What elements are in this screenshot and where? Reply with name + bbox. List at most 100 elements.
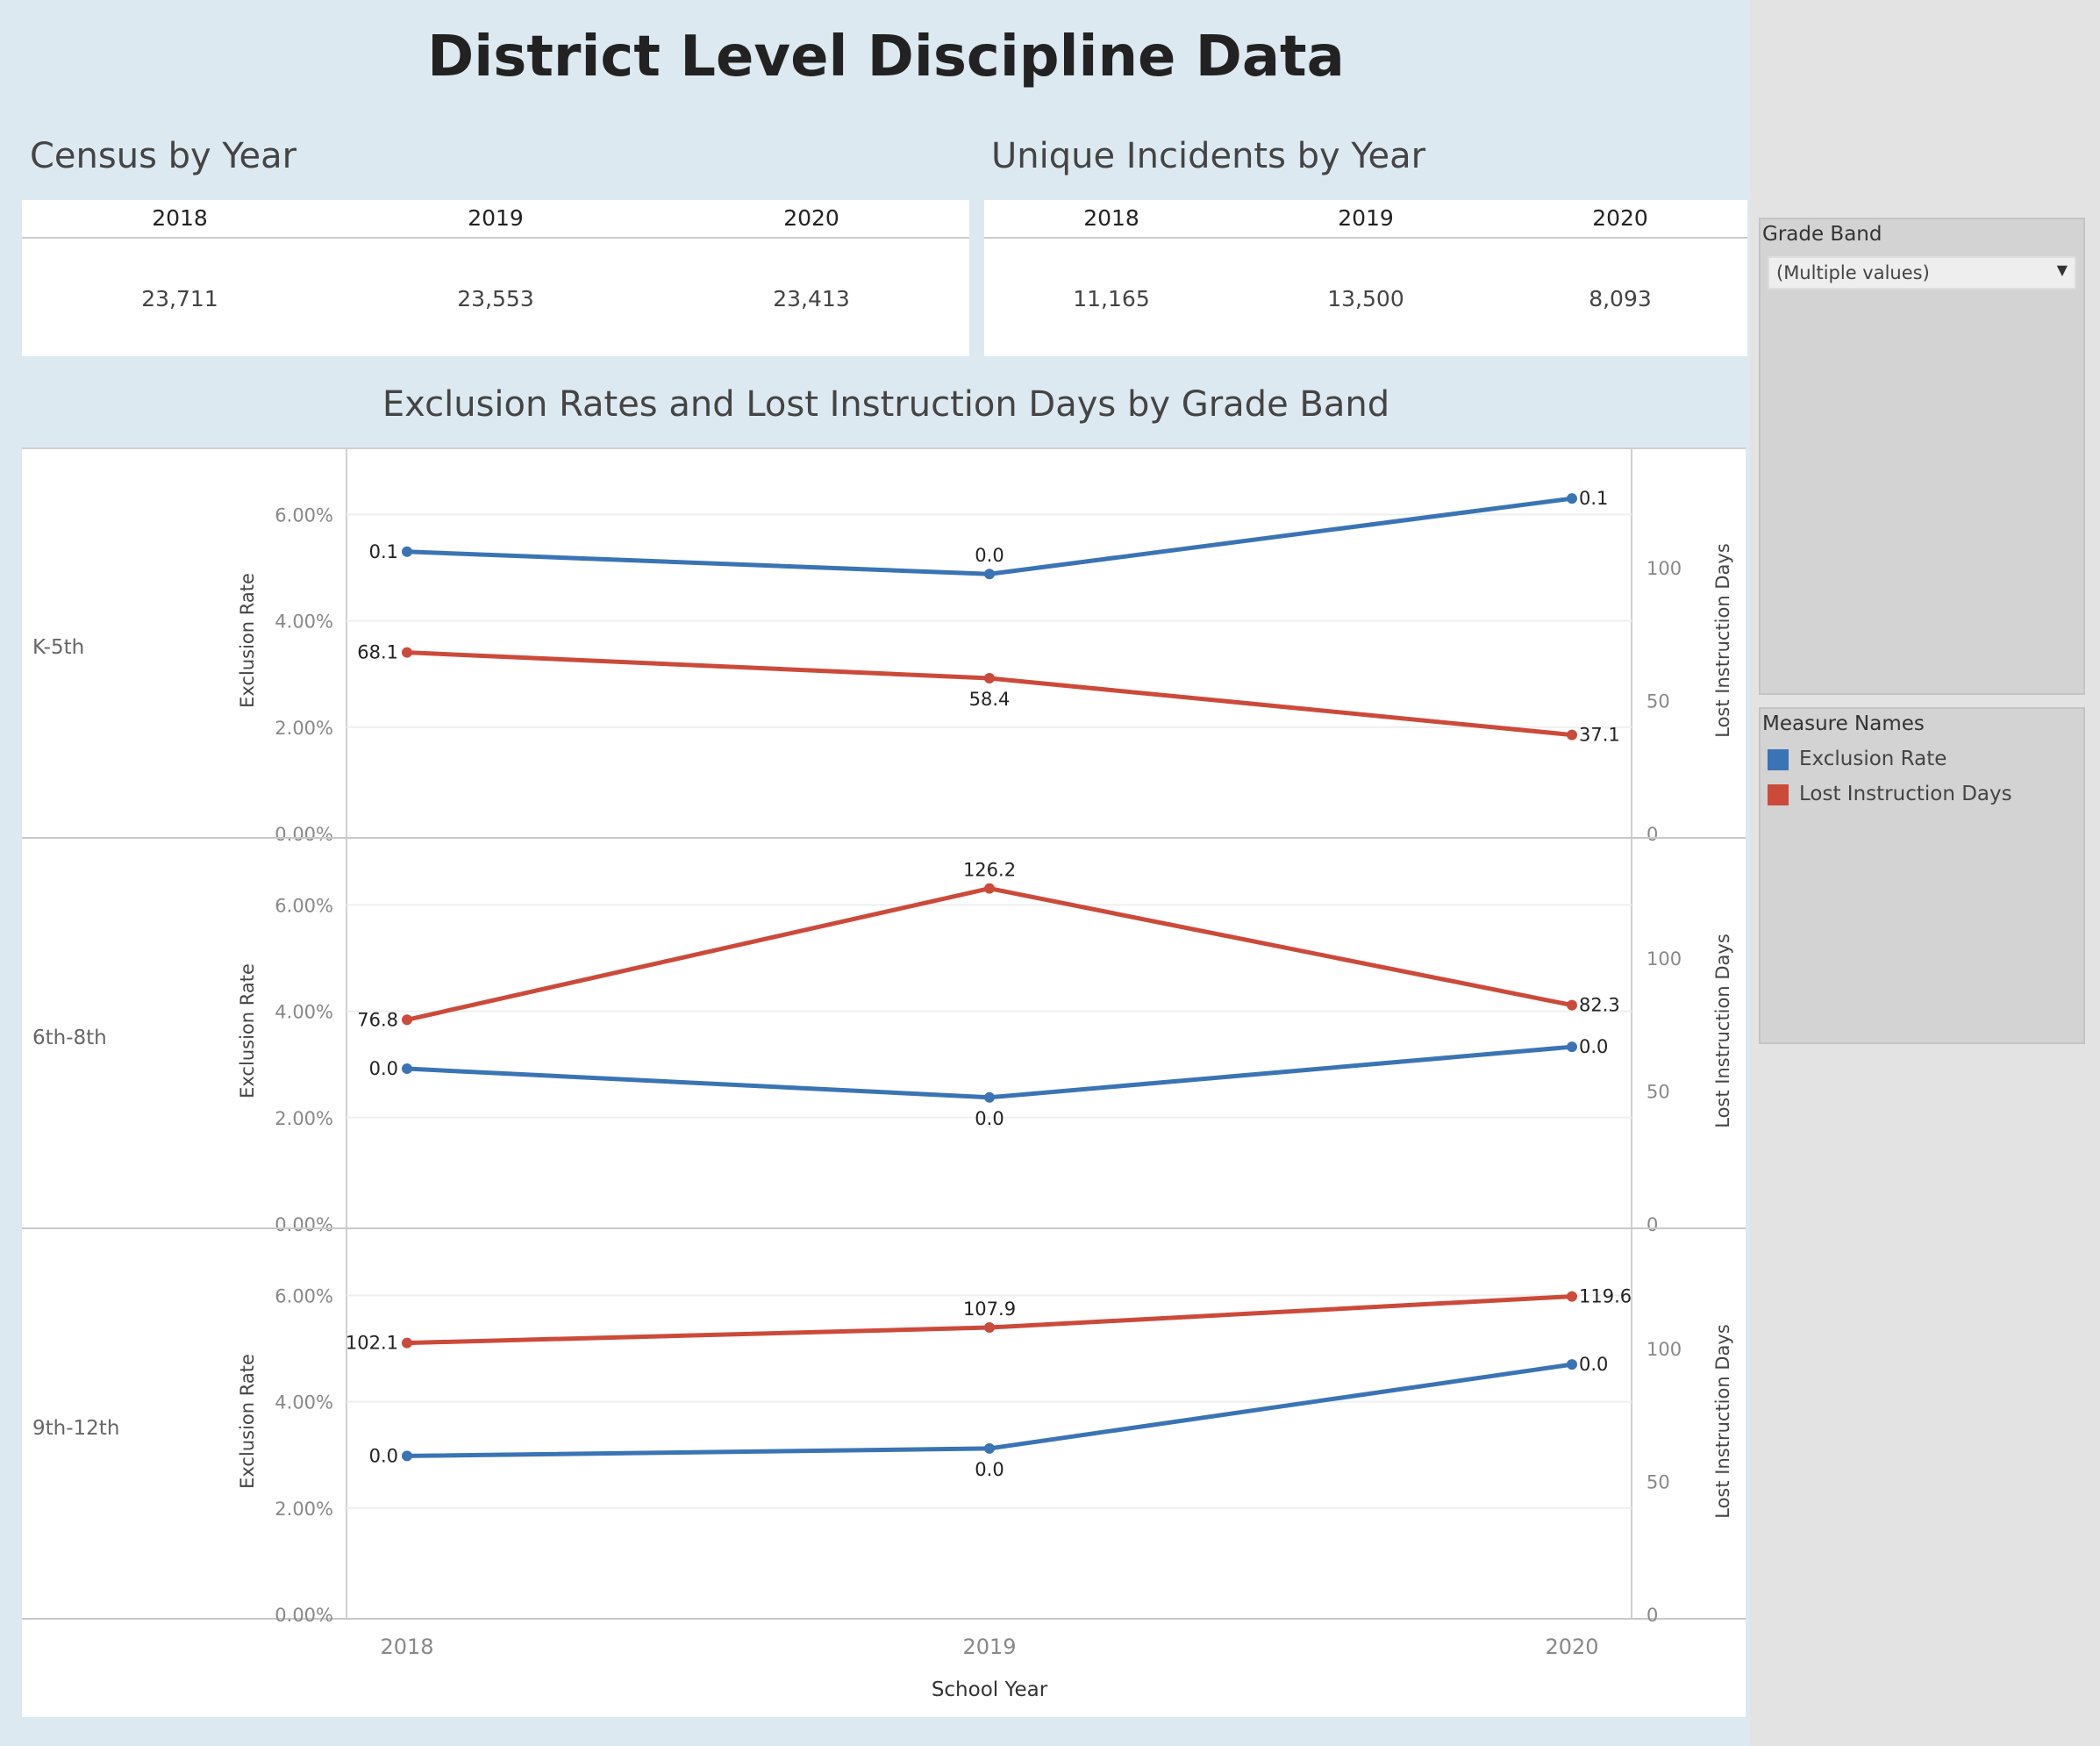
y-right-axis-label: Lost Instruction Days <box>1712 934 1733 1128</box>
incidents-value-2019: 13,500 <box>1327 286 1404 311</box>
legend-title: Measure Names <box>1762 712 1925 735</box>
y-left-tick-label: 4.00% <box>275 1002 333 1023</box>
y-right-tick-label: 100 <box>1646 1339 1682 1360</box>
data-label: 126.2 <box>963 860 1016 881</box>
data-label: 0.0 <box>975 545 1004 566</box>
data-label: 0.0 <box>975 1108 1004 1129</box>
data-label: 0.1 <box>1579 488 1608 509</box>
x-tick-label: 2020 <box>1545 1635 1598 1659</box>
incidents-table: 2018 2019 2020 11,165 13,500 8,093 <box>984 200 1747 356</box>
census-value-2020: 23,413 <box>773 286 850 311</box>
x-axis-label: School Year <box>932 1678 1048 1701</box>
row-header: 9th-12th <box>32 1417 119 1440</box>
incidents-header-2018: 2018 <box>1083 205 1139 231</box>
y-left-tick-label: 2.00% <box>275 1108 333 1129</box>
grade-band-filter: Grade Band (Multiple values) ▼ <box>1759 218 2085 695</box>
data-point <box>984 1091 995 1103</box>
census-header-2020: 2020 <box>783 205 839 231</box>
y-left-tick-label: 0.00% <box>275 824 333 845</box>
data-point <box>984 569 995 580</box>
y-left-tick-label: 6.00% <box>275 504 333 526</box>
series-line <box>406 1362 1573 1458</box>
y-left-tick-label: 6.00% <box>275 895 333 916</box>
data-point <box>402 1014 412 1026</box>
data-label: 82.3 <box>1579 995 1620 1016</box>
y-right-tick-label: 100 <box>1646 558 1682 579</box>
data-point <box>984 1322 995 1334</box>
chart-container: 6.00% 4.00% 2.00% 0.00% 100 50 0 K-5th Exclusion… <box>22 447 1746 1717</box>
data-point <box>402 1450 412 1462</box>
data-label: 0.0 <box>1579 1036 1608 1057</box>
data-label: 0.0 <box>369 1445 398 1466</box>
data-label: 107.9 <box>963 1299 1016 1320</box>
data-point <box>984 883 995 894</box>
series-line <box>406 886 1573 1022</box>
line-chart: 6.00% 4.00% 2.00% 0.00% 100 50 0 K-5th Exclusion… <box>22 447 1746 1701</box>
census-table: 2018 2019 2020 23,711 23,553 23,413 <box>22 200 969 356</box>
y-left-axis-label: Exclusion Rate <box>237 573 258 708</box>
chevron-down-icon[interactable]: ▼ <box>2056 261 2068 278</box>
y-left-axis-label: Exclusion Rate <box>237 963 258 1098</box>
incidents-value-2018: 11,165 <box>1073 286 1150 311</box>
series-line <box>406 1044 1573 1100</box>
legend-swatch-blue <box>1768 749 1789 770</box>
incidents-header-row <box>984 200 1747 239</box>
data-label: 119.6 <box>1579 1286 1632 1307</box>
y-right-tick-label: 50 <box>1646 1081 1670 1102</box>
census-header-2018: 2018 <box>152 205 208 231</box>
y-right-tick-label: 100 <box>1646 948 1682 970</box>
census-header-row <box>22 200 969 239</box>
y-left-tick-label: 4.00% <box>275 1392 333 1413</box>
census-title: Census by Year <box>30 136 297 176</box>
data-point <box>1567 1291 1577 1302</box>
data-point <box>402 546 412 557</box>
y-right-axis-label: Lost Instruction Days <box>1712 1324 1733 1519</box>
y-left-tick-label: 4.00% <box>275 612 333 633</box>
incidents-title: Unique Incidents by Year <box>991 136 1426 176</box>
dashboard: District Level Discipline Data Census by… <box>0 0 1750 1746</box>
census-value-2019: 23,553 <box>457 286 534 311</box>
y-right-tick-label: 0 <box>1646 1605 1658 1626</box>
y-left-tick-label: 2.00% <box>275 718 333 739</box>
legend-label: Exclusion Rate <box>1799 748 1947 770</box>
y-right-tick-label: 0 <box>1646 1214 1658 1235</box>
incidents-header-2020: 2020 <box>1592 205 1648 231</box>
data-point <box>1567 729 1577 741</box>
grade-band-dropdown[interactable]: (Multiple values) ▼ <box>1768 256 2076 290</box>
data-label: 0.1 <box>369 541 398 562</box>
census-header-2019: 2019 <box>468 205 524 231</box>
row-header: K-5th <box>32 636 84 659</box>
data-label: 0.0 <box>1579 1354 1608 1375</box>
chart-title: Exclusion Rates and Lost Instruction Day… <box>382 384 1390 425</box>
data-label: 102.1 <box>346 1333 398 1354</box>
legend-label: Lost Instruction Days <box>1799 783 2012 805</box>
data-point <box>1567 1041 1577 1053</box>
data-label: 58.4 <box>969 689 1011 710</box>
y-left-tick-label: 0.00% <box>275 1605 333 1626</box>
incidents-header-2019: 2019 <box>1338 205 1394 231</box>
data-label: 0.0 <box>975 1459 1004 1480</box>
data-label: 76.8 <box>357 1009 398 1030</box>
right-panel: Grade Band (Multiple values) ▼ Measure N… <box>1750 0 2100 1746</box>
filter-title: Grade Band <box>1762 223 1882 246</box>
incidents-value-2020: 8,093 <box>1589 286 1652 311</box>
data-point <box>1567 493 1577 504</box>
data-point <box>402 1337 412 1349</box>
y-left-tick-label: 2.00% <box>275 1499 333 1520</box>
y-right-tick-label: 50 <box>1646 1471 1670 1492</box>
x-tick-label: 2018 <box>380 1635 433 1659</box>
data-point <box>1567 999 1577 1011</box>
y-left-tick-label: 0.00% <box>275 1214 333 1235</box>
data-label: 37.1 <box>1579 725 1620 746</box>
page-title: District Level Discipline Data <box>427 25 1345 89</box>
legend: Measure Names Exclusion Rate Lost Instru… <box>1759 707 2085 1044</box>
y-left-axis-label: Exclusion Rate <box>237 1354 258 1489</box>
data-label: 0.0 <box>369 1058 398 1079</box>
dropdown-value: (Multiple values) <box>1776 262 1930 283</box>
data-point <box>402 647 412 658</box>
census-value-2018: 23,711 <box>141 286 218 311</box>
data-point <box>402 1063 412 1075</box>
data-label: 68.1 <box>357 642 398 663</box>
data-point <box>1567 1359 1577 1370</box>
x-tick-label: 2019 <box>962 1635 1016 1659</box>
